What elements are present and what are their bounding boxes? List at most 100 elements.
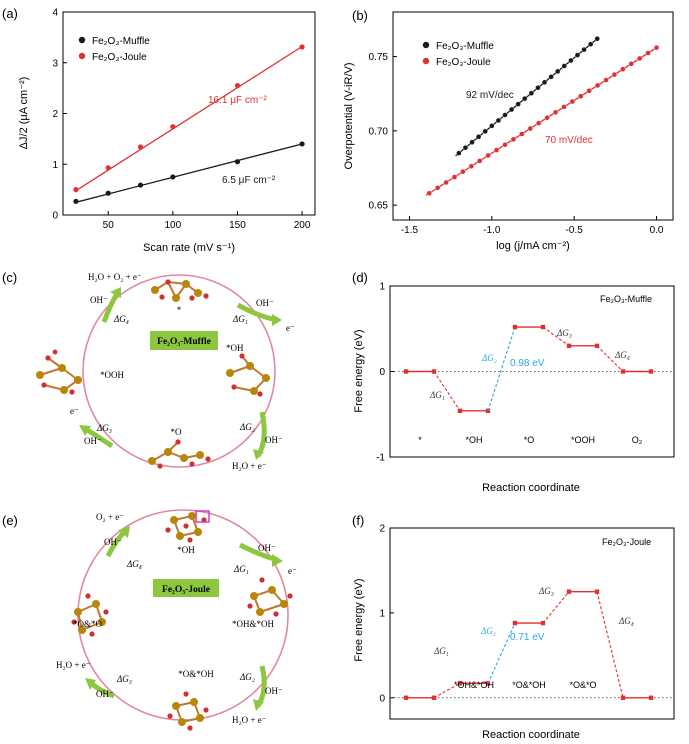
category-label: *OH&*OH: [454, 680, 494, 690]
dg-c-2: ΔG₂: [239, 422, 255, 432]
energy-marker: [457, 681, 463, 686]
data-point-b-1: [594, 82, 601, 89]
data-point-b-0: [528, 90, 535, 96]
energy-marker: [566, 589, 572, 594]
chart-b-xlabel: log (j/mA cm⁻²): [496, 240, 570, 252]
data-point-b-1: [477, 158, 483, 164]
y-tick-label: 0: [52, 211, 58, 222]
in-c-2: OH⁻: [265, 435, 283, 445]
energy-marker: [512, 620, 518, 626]
in-e-1: OH⁻: [258, 543, 276, 553]
dg-e-2: ΔG₂: [239, 672, 255, 682]
data-point-b-0: [489, 123, 495, 129]
data-point-b-1: [552, 109, 559, 116]
data-point-b-1: [426, 190, 432, 196]
chart-f-ticks: 0 1 2: [379, 524, 394, 704]
data-point-b-1: [468, 163, 475, 169]
x-tick-label: 100: [165, 220, 182, 231]
panel-label-c: (c): [2, 270, 17, 285]
step-connector: [596, 345, 624, 372]
out-c-4: H₂O + O₂ + e⁻: [88, 272, 142, 282]
x-tick-label: 200: [294, 220, 311, 231]
intermediate-e-left: *O&*O: [73, 619, 103, 629]
intermediate-c-right: *OH: [226, 343, 244, 353]
legend-marker-muffle: [78, 36, 86, 44]
in-c-4: OH⁻: [90, 295, 108, 305]
category-label: *O&*O: [569, 680, 596, 690]
dg-e-3: ΔG₃: [116, 674, 132, 684]
cycle-e: Fe₂O₃-Joule: [56, 509, 297, 731]
energy-marker: [457, 408, 463, 414]
data-point-b-1: [561, 104, 567, 110]
x-tick-label: 150: [229, 220, 246, 231]
category-label: O₂: [632, 435, 643, 445]
data-point-b-0: [594, 36, 600, 42]
dg-c-3: ΔG₃: [96, 423, 112, 433]
data-point-b-0: [515, 101, 521, 107]
data-point-b-1: [636, 55, 643, 62]
chart-b-ylabel: Overpotential (V-iR/V): [343, 63, 355, 170]
energy-marker: [485, 408, 491, 414]
cycle-c-ring: [82, 274, 276, 468]
cycle-c-center-label: Fe₂O₃-Muffle: [157, 337, 211, 347]
chart-d-ticks: -1 0 1: [376, 282, 394, 464]
arrowhead-e-step2: [253, 699, 264, 711]
panel-label-f: (f): [352, 513, 364, 528]
data-point-b-1: [434, 185, 441, 191]
data-point-b-0: [574, 52, 581, 58]
intermediate-c-bottom: *O: [171, 427, 183, 437]
step-label: ΔG₁: [429, 390, 445, 400]
y-tick-label: 0.70: [369, 126, 389, 137]
category-label: *OOH: [571, 435, 595, 445]
y-tick-label: 3: [52, 58, 58, 69]
category-label: *O: [524, 435, 535, 445]
energy-marker: [594, 343, 600, 349]
data-point-b-1: [502, 142, 508, 148]
out-c-3: e⁻: [70, 406, 79, 416]
structure-c-right: [226, 353, 270, 397]
barrier-annotation: 0.98 eV: [510, 358, 545, 369]
y-tick-label: 0.65: [369, 201, 389, 212]
annotation-tafel-muffle: 92 mV/dec: [466, 90, 514, 101]
y-tick-label: 0.75: [369, 52, 389, 63]
step-connector: [433, 371, 461, 412]
chart-a-fit-lines: [75, 45, 303, 203]
x-tick-label: -1.5: [401, 225, 419, 236]
arrow-c-step2: [255, 411, 267, 458]
y-tick-label: -1: [376, 453, 385, 464]
intermediate-e-right: *OH&*OH: [232, 619, 274, 629]
chart-f-frame: [389, 527, 675, 720]
dg-c-4: ΔG₄: [113, 314, 129, 324]
chart-d-ylabel: Free energy (eV): [353, 329, 365, 412]
step-connector: [542, 591, 570, 624]
data-point-b-1: [535, 120, 542, 126]
chart-a-ylabel: ΔJ/2 (μA cm⁻²): [18, 77, 30, 150]
data-point-b-0: [548, 74, 554, 80]
structure-e-bottom: [167, 691, 209, 731]
data-point-a-1: [73, 187, 79, 193]
data-point-b-1: [451, 174, 458, 180]
cycle-c-center-box: [150, 331, 218, 350]
arrowhead-c-step4: [110, 287, 121, 298]
dg-e-4: ΔG₄: [126, 559, 142, 569]
category-label: *: [418, 435, 422, 445]
y-tick-label: 4: [52, 8, 58, 19]
energy-marker: [540, 324, 546, 330]
y-tick-label: 2: [52, 109, 58, 120]
energy-marker: [512, 324, 518, 330]
energy-marker: [403, 695, 409, 700]
legend-label-muffle-b: Fe₂O₃-Muffle: [436, 41, 494, 52]
chart-f-xlabel: Reaction coordinate: [482, 729, 580, 741]
cycle-e-center-box: [153, 579, 219, 597]
in-e-3: OH⁻: [96, 689, 114, 699]
panel-label-b: (b): [352, 8, 368, 23]
data-point-a-0: [299, 141, 305, 147]
data-point-b-0: [502, 112, 508, 118]
y-tick-label: 1: [379, 608, 385, 619]
y-tick-label: 0: [379, 367, 385, 378]
panel-label-a: (a): [2, 6, 18, 21]
structure-c-top: [151, 279, 209, 302]
arrowhead-e-step1: [272, 554, 283, 567]
data-point-b-1: [519, 131, 525, 137]
